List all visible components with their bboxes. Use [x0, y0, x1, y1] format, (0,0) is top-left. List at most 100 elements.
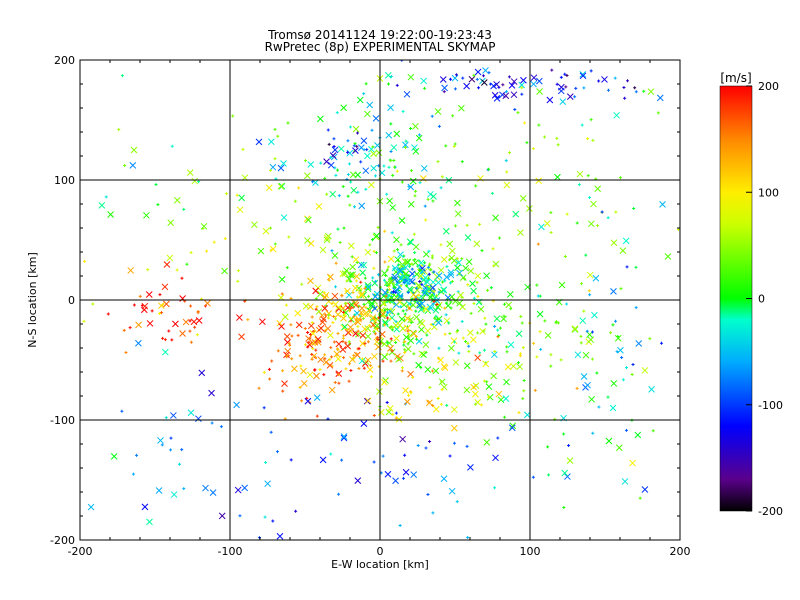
data-point-plus-marker: [195, 333, 199, 337]
data-point-x-marker: [396, 292, 404, 300]
data-point-x-marker: [434, 108, 442, 115]
data-point-plus-marker: [589, 118, 593, 122]
data-point-plus-marker: [432, 270, 436, 274]
data-point-x-marker: [490, 82, 497, 90]
data-point-plus-marker: [642, 89, 646, 93]
data-point-x-marker: [129, 162, 137, 169]
data-point-x-marker: [613, 111, 620, 119]
data-point-plus-marker: [197, 180, 201, 184]
data-point-plus-marker: [398, 523, 402, 527]
data-point-plus-marker: [503, 415, 507, 419]
data-point-x-marker: [407, 239, 415, 246]
data-point-x-marker: [470, 383, 477, 391]
data-point-plus-marker: [344, 367, 348, 371]
data-point-x-marker: [465, 258, 473, 266]
data-point-plus-marker: [357, 347, 361, 351]
data-point-plus-marker: [236, 269, 240, 273]
x-axis-label: E-W location [km]: [331, 558, 429, 571]
data-point-x-marker: [385, 131, 393, 139]
colorbar-tick-label: -200: [758, 505, 783, 518]
data-point-plus-marker: [549, 364, 553, 368]
data-point-plus-marker: [428, 262, 432, 266]
data-point-plus-marker: [455, 257, 459, 261]
data-point-plus-marker: [434, 314, 438, 318]
data-point-plus-marker: [273, 157, 277, 161]
data-point-plus-marker: [457, 351, 461, 355]
data-point-x-marker: [641, 486, 649, 493]
data-point-plus-marker: [293, 199, 297, 203]
data-point-plus-marker: [590, 357, 594, 361]
data-point-x-marker: [554, 173, 561, 181]
data-point-plus-marker: [412, 352, 416, 356]
data-point-plus-marker: [582, 309, 586, 313]
data-point-x-marker: [325, 298, 333, 305]
data-point-x-marker: [463, 386, 471, 394]
data-point-x-marker: [452, 359, 460, 366]
data-point-plus-marker: [445, 265, 449, 269]
data-point-x-marker: [209, 489, 217, 497]
data-point-plus-marker: [457, 272, 461, 276]
data-point-plus-marker: [271, 519, 275, 523]
data-point-x-marker: [157, 437, 164, 444]
data-point-plus-marker: [427, 249, 431, 253]
data-point-plus-marker: [403, 351, 407, 355]
data-point-x-marker: [418, 300, 426, 308]
data-point-x-marker: [402, 141, 409, 149]
data-point-x-marker: [146, 320, 154, 327]
data-point-plus-marker: [357, 366, 361, 370]
data-point-plus-marker: [338, 240, 342, 244]
data-point-x-marker: [315, 203, 323, 210]
data-point-x-marker: [372, 115, 380, 122]
data-point-plus-marker: [300, 399, 304, 403]
data-point-plus-marker: [394, 340, 398, 344]
data-point-x-marker: [503, 181, 511, 189]
data-point-plus-marker: [423, 204, 427, 208]
data-point-x-marker: [316, 290, 324, 298]
data-point-x-marker: [463, 82, 470, 90]
data-point-x-marker: [392, 477, 399, 485]
y-tick-labels: -200 -100 0 100 200: [50, 54, 75, 547]
data-point-plus-marker: [430, 114, 434, 118]
data-point-plus-marker: [356, 325, 360, 329]
data-point-x-marker: [393, 130, 401, 138]
data-point-plus-marker: [538, 330, 542, 334]
data-point-plus-marker: [400, 180, 404, 184]
data-point-plus-marker: [268, 226, 272, 230]
data-point-x-marker: [349, 171, 357, 179]
data-point-plus-marker: [505, 345, 509, 349]
data-point-x-marker: [381, 319, 389, 326]
data-point-plus-marker: [440, 280, 444, 284]
data-point-plus-marker: [366, 340, 370, 344]
data-point-plus-marker: [444, 313, 448, 317]
data-point-x-marker: [610, 380, 618, 387]
data-point-x-marker: [571, 326, 579, 333]
data-point-x-marker: [579, 317, 587, 325]
data-point-plus-marker: [579, 334, 583, 338]
data-point-x-marker: [356, 96, 364, 104]
data-point-plus-marker: [390, 290, 394, 294]
data-point-x-marker: [257, 247, 265, 255]
data-point-plus-marker: [431, 199, 435, 203]
data-point-x-marker: [358, 292, 365, 299]
data-point-plus-marker: [520, 321, 524, 325]
data-point-x-marker: [347, 323, 354, 331]
data-point-x-marker: [318, 312, 326, 319]
data-point-x-marker: [437, 356, 444, 364]
data-point-x-marker: [364, 281, 372, 289]
data-point-plus-marker: [345, 279, 349, 283]
data-point-plus-marker: [104, 195, 108, 199]
data-point-plus-marker: [386, 290, 390, 294]
data-point-x-marker: [386, 405, 394, 412]
data-point-plus-marker: [419, 277, 423, 281]
data-point-x-marker: [587, 220, 595, 228]
data-point-plus-marker: [160, 443, 164, 447]
data-point-x-marker: [422, 287, 430, 294]
data-point-plus-marker: [388, 317, 392, 321]
data-point-plus-marker: [539, 347, 543, 351]
data-point-plus-marker: [132, 303, 136, 307]
data-point-plus-marker: [387, 293, 391, 297]
data-point-plus-marker: [268, 377, 272, 381]
data-point-plus-marker: [82, 319, 86, 323]
data-point-x-marker: [523, 411, 531, 419]
data-point-plus-marker: [430, 369, 434, 373]
